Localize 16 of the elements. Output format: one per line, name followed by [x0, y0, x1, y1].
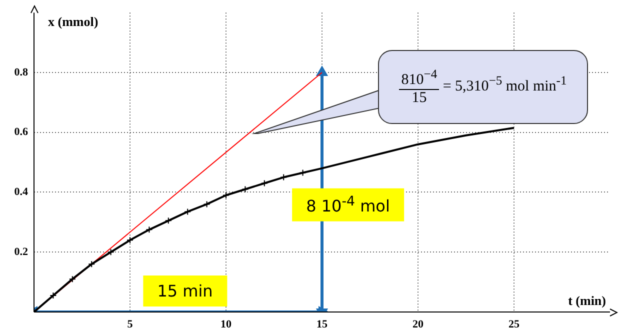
x-tick-label: 10 — [220, 318, 232, 330]
annotation: = 5,310$^{−5}$ mol min$^{-1}$ — [442, 73, 567, 94]
x-axis-title: t (min) — [568, 292, 606, 308]
x-tick-label: 25 — [508, 318, 520, 330]
annotation: 8 10$^{-4}$ mol — [292, 188, 404, 222]
x-tick-label: 15 — [316, 318, 328, 330]
annotation: 15 min — [143, 276, 227, 306]
x-tick-label: 20 — [412, 318, 424, 330]
y-tick-label: 0.8 — [14, 66, 28, 78]
y-tick-label: 0.4 — [14, 186, 28, 198]
y-tick-label: 0.2 — [14, 246, 28, 258]
annotation: 15 — [410, 90, 428, 107]
y-axis-title: x (mmol) — [48, 14, 98, 29]
annotation: 810$^{−4}$ — [399, 67, 440, 90]
x-tick-label: 5 — [127, 318, 134, 330]
y-tick-label: 0.6 — [14, 126, 28, 138]
